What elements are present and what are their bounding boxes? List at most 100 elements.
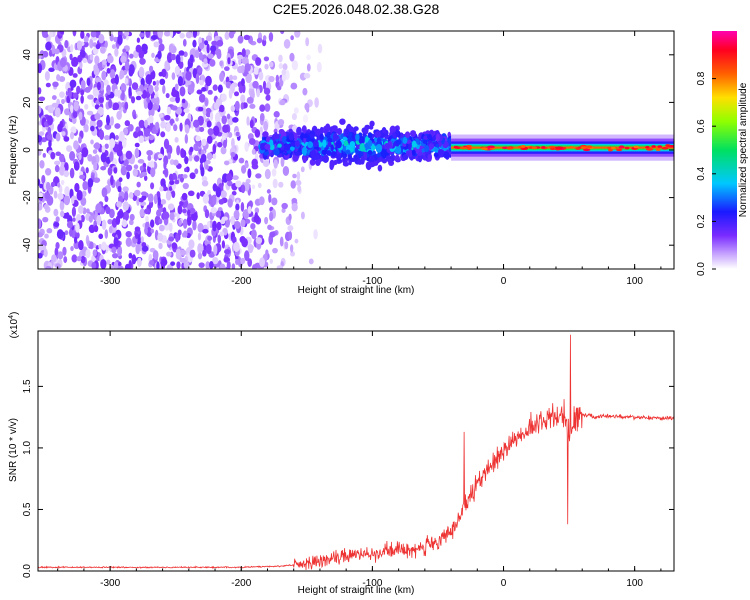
- spectrogram-cell: [428, 143, 435, 150]
- spectrogram-cell: [215, 48, 222, 56]
- spectrogram-cell: [100, 165, 107, 171]
- spectrogram-cell: [87, 94, 94, 100]
- spectrogram-cell: [148, 65, 154, 73]
- spectrogram-x-tick-label: -300: [100, 276, 120, 287]
- spectrogram-cell: [205, 35, 212, 42]
- spectrogram-cell: [185, 71, 192, 81]
- spectrogram-cell: [144, 208, 151, 215]
- spectrogram-cell: [42, 216, 49, 223]
- spectrogram-cell: [57, 192, 64, 200]
- spectrogram-cell: [238, 84, 244, 94]
- spectrogram-cell: [154, 85, 159, 92]
- spectrogram-cell: [297, 185, 302, 193]
- spectrogram-cell: [48, 139, 52, 148]
- spectrogram-cell: [78, 111, 83, 121]
- spectrogram-cell: [203, 58, 208, 65]
- spectrogram-cell: [114, 74, 119, 85]
- snr-y-axis: 0.0 0.5 1.0 1.5: [22, 379, 674, 578]
- spectrogram-cell: [82, 57, 88, 64]
- spectrogram-cell: [197, 252, 203, 260]
- spectrogram-cell: [330, 151, 337, 158]
- spectrogram-cell: [108, 98, 113, 109]
- spectrogram-cell: [187, 190, 195, 197]
- spectrogram-cell: [107, 219, 113, 225]
- spectrogram-cell: [146, 149, 153, 156]
- spectrogram-cell: [307, 141, 314, 149]
- spectrogram-cell: [140, 171, 148, 177]
- spectrogram-cell: [181, 98, 186, 104]
- spectrogram-cell: [144, 136, 149, 141]
- spectrogram-cell: [166, 265, 172, 269]
- spectrogram-cell: [108, 225, 113, 234]
- spectrogram-cell: [71, 206, 77, 218]
- spectrogram-cell: [342, 136, 348, 141]
- spectrogram-cell: [198, 52, 203, 61]
- spectrogram-y-label: Frequency (Hz): [8, 116, 19, 185]
- spectrogram-cell: [152, 80, 156, 86]
- spectrogram-cell: [202, 249, 207, 257]
- spectrogram-y-tick-label: 40: [22, 49, 33, 61]
- spectrogram-cell: [53, 208, 59, 217]
- spectrogram-cell: [342, 161, 350, 167]
- spectrogram-cell: [305, 37, 310, 47]
- snr-y-tick-label: 0.5: [22, 502, 33, 516]
- spectrogram-cell: [165, 93, 170, 99]
- spectrogram-cell: [145, 74, 153, 85]
- spectrogram-cell: [138, 49, 145, 59]
- spectrogram-cell: [213, 244, 218, 256]
- snr-x-tick-label: -100: [362, 578, 382, 589]
- spectrogram-cell: [158, 218, 163, 225]
- spectrogram-cell: [225, 173, 233, 182]
- spectrogram-cell: [204, 209, 210, 219]
- spectrogram-cell: [221, 115, 228, 125]
- spectrogram-cell: [404, 131, 411, 138]
- spectrogram-cell: [242, 208, 250, 220]
- spectrogram-cell: [71, 254, 78, 263]
- spectrogram-cell: [94, 113, 101, 120]
- spectrogram-cell: [149, 259, 155, 265]
- spectrogram-cell: [272, 178, 278, 189]
- spectrogram-cell: [290, 35, 294, 41]
- spectrogram-cell: [134, 226, 141, 232]
- spectrogram-cell: [402, 136, 408, 144]
- spectrogram-cell: [171, 242, 177, 249]
- spectrogram-cell: [633, 145, 639, 149]
- spectrogram-cell: [56, 229, 64, 240]
- spectrogram-cell: [255, 237, 263, 244]
- spectrogram-cell: [139, 165, 144, 172]
- spectrogram-cell: [219, 263, 226, 269]
- spectrogram-cell: [618, 145, 625, 149]
- spectrogram-cell: [117, 210, 124, 219]
- spectrogram-cell: [381, 127, 387, 134]
- spectrogram-cell: [210, 45, 217, 52]
- spectrogram-cell: [163, 138, 170, 150]
- spectrogram-cell: [276, 85, 282, 91]
- spectrogram-cell: [54, 164, 60, 173]
- spectrogram-cell: [51, 102, 59, 108]
- spectrogram-cell: [194, 168, 199, 175]
- spectrogram-cell: [244, 250, 250, 262]
- spectrogram-cell: [124, 31, 130, 37]
- spectrogram-cell: [265, 94, 271, 101]
- spectrogram-cell: [238, 58, 242, 66]
- spectrogram-cell: [268, 61, 274, 68]
- spectrogram-cell: [96, 214, 102, 226]
- spectrogram-cell: [78, 152, 82, 161]
- spectrogram-cell: [191, 211, 198, 222]
- spectrogram-cell: [137, 159, 145, 164]
- spectrogram-cell: [263, 87, 271, 95]
- spectrogram-cell: [188, 153, 193, 162]
- spectrogram-cell: [308, 258, 314, 265]
- spectrogram-cell: [64, 230, 69, 236]
- spectrogram-cell: [230, 151, 236, 158]
- spectrogram-cell: [368, 155, 375, 163]
- spectrogram-cell: [133, 189, 141, 197]
- spectrogram-cell: [197, 243, 203, 254]
- spectrogram-cell: [360, 155, 365, 165]
- spectrogram-cell: [150, 228, 155, 234]
- spectrogram-cell: [47, 126, 52, 137]
- spectrogram-cell: [244, 63, 251, 72]
- spectrogram-cell: [259, 104, 266, 112]
- spectrogram-cell: [273, 148, 280, 156]
- spectrogram-cell: [182, 218, 188, 229]
